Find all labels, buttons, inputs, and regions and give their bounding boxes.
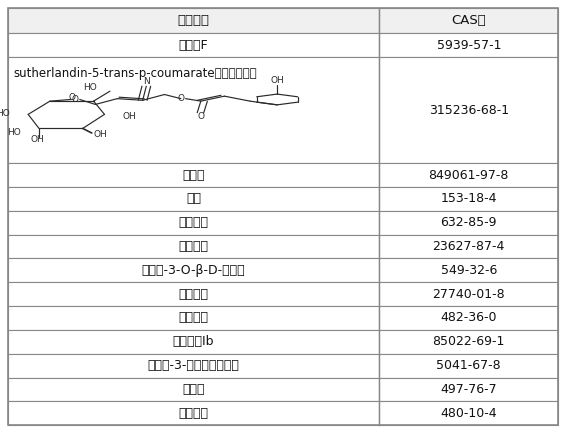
Bar [379, 8, 558, 33]
Bar [8, 282, 379, 306]
Text: 野黄芩苷: 野黄芩苷 [178, 288, 208, 301]
Bar [8, 306, 379, 330]
Text: 632-85-9: 632-85-9 [440, 216, 497, 229]
Text: 熊果苷: 熊果苷 [182, 383, 205, 396]
Bar [379, 330, 558, 354]
Bar [379, 211, 558, 235]
Text: 549-32-6: 549-32-6 [440, 264, 497, 277]
Bar [8, 235, 379, 259]
Text: 23627-87-4: 23627-87-4 [432, 240, 505, 253]
Text: O: O [177, 94, 185, 103]
Text: 活性成分: 活性成分 [178, 14, 209, 27]
Text: OH: OH [271, 76, 284, 85]
Text: OH: OH [93, 130, 108, 139]
Bar [8, 211, 379, 235]
Text: 三叶豆苷: 三叶豆苷 [178, 240, 208, 253]
Bar [379, 33, 558, 57]
Text: HO: HO [83, 84, 97, 92]
Bar [8, 259, 379, 282]
Text: 315236-68-1: 315236-68-1 [428, 103, 509, 116]
Text: 482-36-0: 482-36-0 [440, 311, 497, 324]
Bar [8, 401, 379, 425]
Bar [379, 354, 558, 378]
Bar [8, 378, 379, 401]
Text: N: N [143, 77, 149, 86]
Text: 153-18-4: 153-18-4 [440, 192, 497, 205]
Text: O: O [198, 113, 204, 121]
Bar [8, 354, 379, 378]
Bar [379, 163, 558, 187]
Bar [379, 401, 558, 425]
Bar [379, 378, 558, 401]
Text: 480-10-4: 480-10-4 [440, 407, 497, 420]
Text: 芦丁: 芦丁 [186, 192, 201, 205]
Text: 5939-57-1: 5939-57-1 [436, 39, 501, 52]
Bar [379, 259, 558, 282]
Bar [379, 282, 558, 306]
Text: OH: OH [31, 135, 44, 144]
Bar [8, 8, 379, 33]
Text: 汉黄芩素: 汉黄芩素 [178, 216, 208, 229]
Bar [8, 330, 379, 354]
Text: sutherlandin-5-trans-p-coumarate，结构如下：: sutherlandin-5-trans-p-coumarate，结构如下： [14, 67, 258, 80]
Bar [8, 57, 379, 163]
Text: 金鸡纳素Ib: 金鸡纳素Ib [173, 335, 215, 348]
Text: 497-76-7: 497-76-7 [440, 383, 497, 396]
Bar [8, 33, 379, 57]
Bar [379, 57, 558, 163]
Text: 槲皮素-3-O-β-D-木糖苷: 槲皮素-3-O-β-D-木糖苷 [142, 264, 246, 277]
Text: 27740-01-8: 27740-01-8 [432, 288, 505, 301]
Text: 金丝桃苷: 金丝桃苷 [178, 311, 208, 324]
Bar [8, 187, 379, 211]
Text: 葫芦素F: 葫芦素F [179, 39, 208, 52]
Bar [379, 306, 558, 330]
Text: HO: HO [7, 128, 21, 137]
Text: O: O [68, 94, 75, 102]
Text: 5041-67-8: 5041-67-8 [436, 359, 501, 372]
Text: 槲皮素: 槲皮素 [182, 168, 205, 181]
Text: HO: HO [0, 109, 10, 118]
Text: CAS号: CAS号 [452, 14, 486, 27]
Text: 紫云英苷: 紫云英苷 [178, 407, 208, 420]
Text: OH: OH [123, 112, 136, 120]
Bar [379, 187, 558, 211]
Text: O: O [72, 95, 79, 104]
Text: 山柰酥-3-吶喂阵拉伯糖苷: 山柰酥-3-吶喂阵拉伯糖苷 [148, 359, 239, 372]
Bar [379, 235, 558, 259]
Text: 849061-97-8: 849061-97-8 [428, 168, 509, 181]
Bar [8, 163, 379, 187]
Text: 85022-69-1: 85022-69-1 [432, 335, 505, 348]
